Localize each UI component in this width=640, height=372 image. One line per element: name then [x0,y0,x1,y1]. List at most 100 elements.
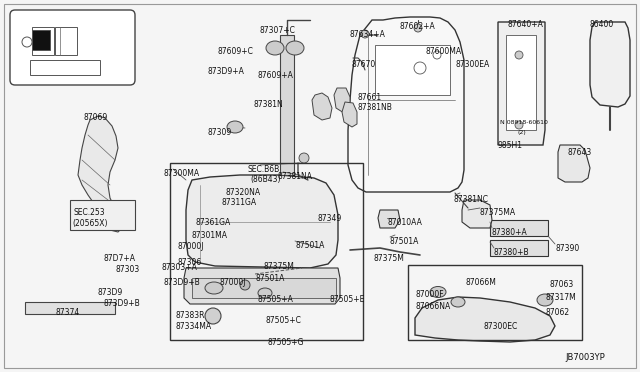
Text: 87381NA: 87381NA [278,172,313,181]
Text: 87501A: 87501A [255,274,284,283]
Text: 87069: 87069 [84,113,108,122]
Text: 86400: 86400 [590,20,614,29]
Text: 87066M: 87066M [466,278,497,287]
Polygon shape [590,22,630,107]
Circle shape [433,51,441,59]
Text: 87062: 87062 [546,308,570,317]
Circle shape [414,24,422,32]
Text: 87381NC: 87381NC [453,195,488,204]
Text: 985H1: 985H1 [497,141,522,150]
Polygon shape [334,88,350,113]
Text: 87311GA: 87311GA [222,198,257,207]
Text: 87609+C: 87609+C [218,47,254,56]
Bar [192,278,336,298]
Text: 87010AA: 87010AA [387,218,422,227]
Text: 87640+A: 87640+A [508,20,544,29]
Polygon shape [348,17,464,192]
Text: 87066NA: 87066NA [415,302,451,311]
Circle shape [515,121,523,129]
Text: 87501A: 87501A [295,241,324,250]
Text: 87300MA: 87300MA [163,169,199,178]
Text: 87309: 87309 [208,128,232,137]
Text: 87383R: 87383R [176,311,205,320]
Text: 87306: 87306 [178,258,202,267]
Text: (2): (2) [518,130,527,135]
Text: 87303: 87303 [116,265,140,274]
Text: 87000J: 87000J [177,242,204,251]
Polygon shape [498,22,545,145]
Text: 87301MA: 87301MA [192,231,228,240]
Text: 87380+A: 87380+A [492,228,528,237]
Ellipse shape [227,121,243,133]
Circle shape [205,308,221,324]
Polygon shape [462,200,492,228]
Polygon shape [558,145,590,182]
Text: 87375MA: 87375MA [480,208,516,217]
Polygon shape [490,220,548,236]
Bar [25,302,115,314]
Text: (86B43): (86B43) [250,175,280,184]
Ellipse shape [258,288,272,298]
Text: 87317M: 87317M [546,293,577,302]
Text: 87381NB: 87381NB [357,103,392,112]
Ellipse shape [205,282,223,294]
Text: 87375M: 87375M [264,262,295,271]
Text: 87505+G: 87505+G [268,338,305,347]
Text: SEC.253: SEC.253 [74,208,106,217]
Text: 87380+B: 87380+B [494,248,530,257]
Text: 87303+A: 87303+A [161,263,197,272]
Text: 87390: 87390 [555,244,579,253]
Bar [506,35,536,130]
Text: 87300EC: 87300EC [483,322,517,331]
Polygon shape [78,116,122,232]
Text: 87320NA: 87320NA [226,188,261,197]
Text: 87000J: 87000J [219,278,246,287]
Text: (20565X): (20565X) [72,219,108,228]
Text: 87349: 87349 [317,214,341,223]
Text: 87505+A: 87505+A [258,295,294,304]
Polygon shape [342,102,357,127]
Polygon shape [378,210,400,228]
Bar [170,163,363,340]
Text: 87361GA: 87361GA [196,218,231,227]
Bar [32,27,54,55]
FancyBboxPatch shape [10,10,135,85]
Text: N 08918-60610: N 08918-60610 [500,120,548,125]
Polygon shape [186,175,338,268]
Circle shape [361,30,369,38]
Text: 87307+C: 87307+C [259,26,295,35]
Text: 87501A: 87501A [390,237,419,246]
Text: 87609+A: 87609+A [258,71,294,80]
Text: 87602+A: 87602+A [400,22,436,31]
Bar [32,30,50,50]
Polygon shape [184,268,340,304]
Text: 87374: 87374 [55,308,79,317]
Text: 873D9+B: 873D9+B [164,278,201,287]
Text: 87643: 87643 [568,148,592,157]
Ellipse shape [430,286,446,298]
Bar [375,45,450,95]
Text: 873D9+A: 873D9+A [208,67,245,76]
Ellipse shape [266,41,284,55]
Ellipse shape [537,294,553,306]
Bar [30,60,100,75]
Circle shape [299,153,309,163]
Text: 87000F: 87000F [416,290,445,299]
Bar [55,27,77,55]
Text: 87634+A: 87634+A [350,30,386,39]
Bar [408,265,582,340]
Text: 87300EA: 87300EA [455,60,489,69]
Bar [70,200,135,230]
Polygon shape [312,93,332,120]
Circle shape [515,51,523,59]
Ellipse shape [286,41,304,55]
Text: JB7003YP: JB7003YP [565,353,605,362]
Text: 87381N: 87381N [253,100,283,109]
Ellipse shape [451,297,465,307]
Text: SEC.B6B: SEC.B6B [248,165,280,174]
Ellipse shape [240,280,250,290]
Circle shape [414,62,426,74]
Circle shape [22,37,32,47]
Text: 873D9+B: 873D9+B [104,299,141,308]
Text: 87505+E: 87505+E [329,295,364,304]
